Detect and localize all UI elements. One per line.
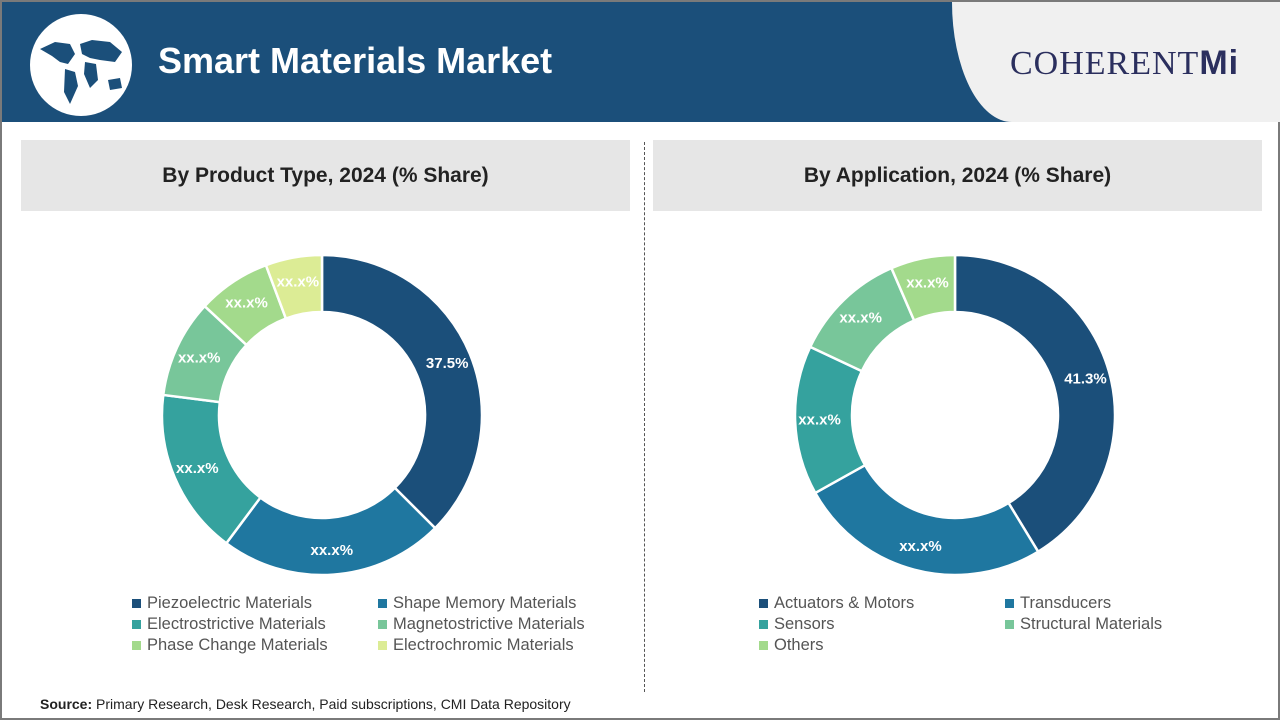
- legend-swatch: [132, 620, 141, 629]
- donut-slice: [264, 253, 324, 321]
- data-label: xx.x%: [178, 350, 221, 367]
- legend-label: Electrostrictive Materials: [147, 615, 326, 633]
- data-label: 37.5%: [426, 355, 469, 372]
- data-label: xx.x%: [277, 274, 320, 291]
- legend-item: Magnetostrictive Materials: [378, 615, 618, 634]
- legend-label: Sensors: [774, 615, 835, 633]
- legend-swatch: [759, 620, 768, 629]
- legend-application: Actuators & Motors Transducers Sensors Stru…: [759, 594, 1245, 655]
- data-label: xx.x%: [798, 412, 841, 429]
- legend-swatch: [378, 641, 387, 650]
- legend-swatch: [132, 641, 141, 650]
- legend-swatch: [1005, 599, 1014, 608]
- coherentmi-logo: COHERENTMi: [1010, 44, 1240, 82]
- legend-label: Structural Materials: [1020, 615, 1163, 633]
- donut-slice: [813, 463, 1040, 577]
- chart-title-application: By Application, 2024 (% Share): [653, 140, 1262, 211]
- legend-item: Structural Materials: [1005, 615, 1245, 634]
- chart-title-product-type: By Product Type, 2024 (% Share): [21, 140, 630, 211]
- legend-label: Actuators & Motors: [774, 594, 915, 612]
- donut-slice: [953, 253, 1117, 554]
- data-label: xx.x%: [906, 274, 949, 291]
- legend-label: Magnetostrictive Materials: [393, 615, 585, 633]
- legend-label: Electrochromic Materials: [393, 636, 574, 654]
- legend-item: Sensors: [759, 615, 1005, 634]
- legend-swatch: [759, 599, 768, 608]
- data-label: xx.x%: [839, 310, 882, 327]
- legend-label: Shape Memory Materials: [393, 594, 577, 612]
- legend-label: Others: [774, 636, 824, 654]
- header-banner: Smart Materials Market COHERENTMi: [2, 2, 1280, 122]
- data-label: xx.x%: [225, 294, 268, 311]
- legend-swatch: [1005, 620, 1014, 629]
- data-label: xx.x%: [176, 460, 219, 477]
- data-label: xx.x%: [899, 538, 942, 555]
- legend-item: Transducers: [1005, 594, 1245, 613]
- legend-item: Piezoelectric Materials: [132, 594, 378, 613]
- data-label: xx.x%: [311, 542, 354, 559]
- page-title: Smart Materials Market: [158, 40, 553, 81]
- legend-item: Actuators & Motors: [759, 594, 1005, 613]
- legend-product-type: Piezoelectric Materials Shape Memory Mate…: [132, 594, 618, 655]
- legend-item: Electrostrictive Materials: [132, 615, 378, 634]
- world-globe-icon: [30, 14, 132, 116]
- legend-label: Transducers: [1020, 594, 1112, 612]
- legend-swatch: [378, 599, 387, 608]
- panel-divider: [644, 142, 645, 692]
- donut-slice: [320, 253, 484, 530]
- donut-slice: [889, 253, 957, 323]
- logo-area: [952, 2, 1280, 122]
- source-note: Source: Primary Research, Desk Research,…: [40, 696, 571, 712]
- legend-label: Piezoelectric Materials: [147, 594, 313, 612]
- legend-item: Phase Change Materials: [132, 636, 378, 655]
- data-label: 41.3%: [1064, 370, 1107, 387]
- legend-item: Others: [759, 636, 1005, 655]
- legend-swatch: [132, 599, 141, 608]
- legend-label: Phase Change Materials: [147, 636, 328, 654]
- legend-item: Shape Memory Materials: [378, 594, 618, 613]
- legend-item: Electrochromic Materials: [378, 636, 618, 655]
- legend-swatch: [759, 641, 768, 650]
- legend-swatch: [378, 620, 387, 629]
